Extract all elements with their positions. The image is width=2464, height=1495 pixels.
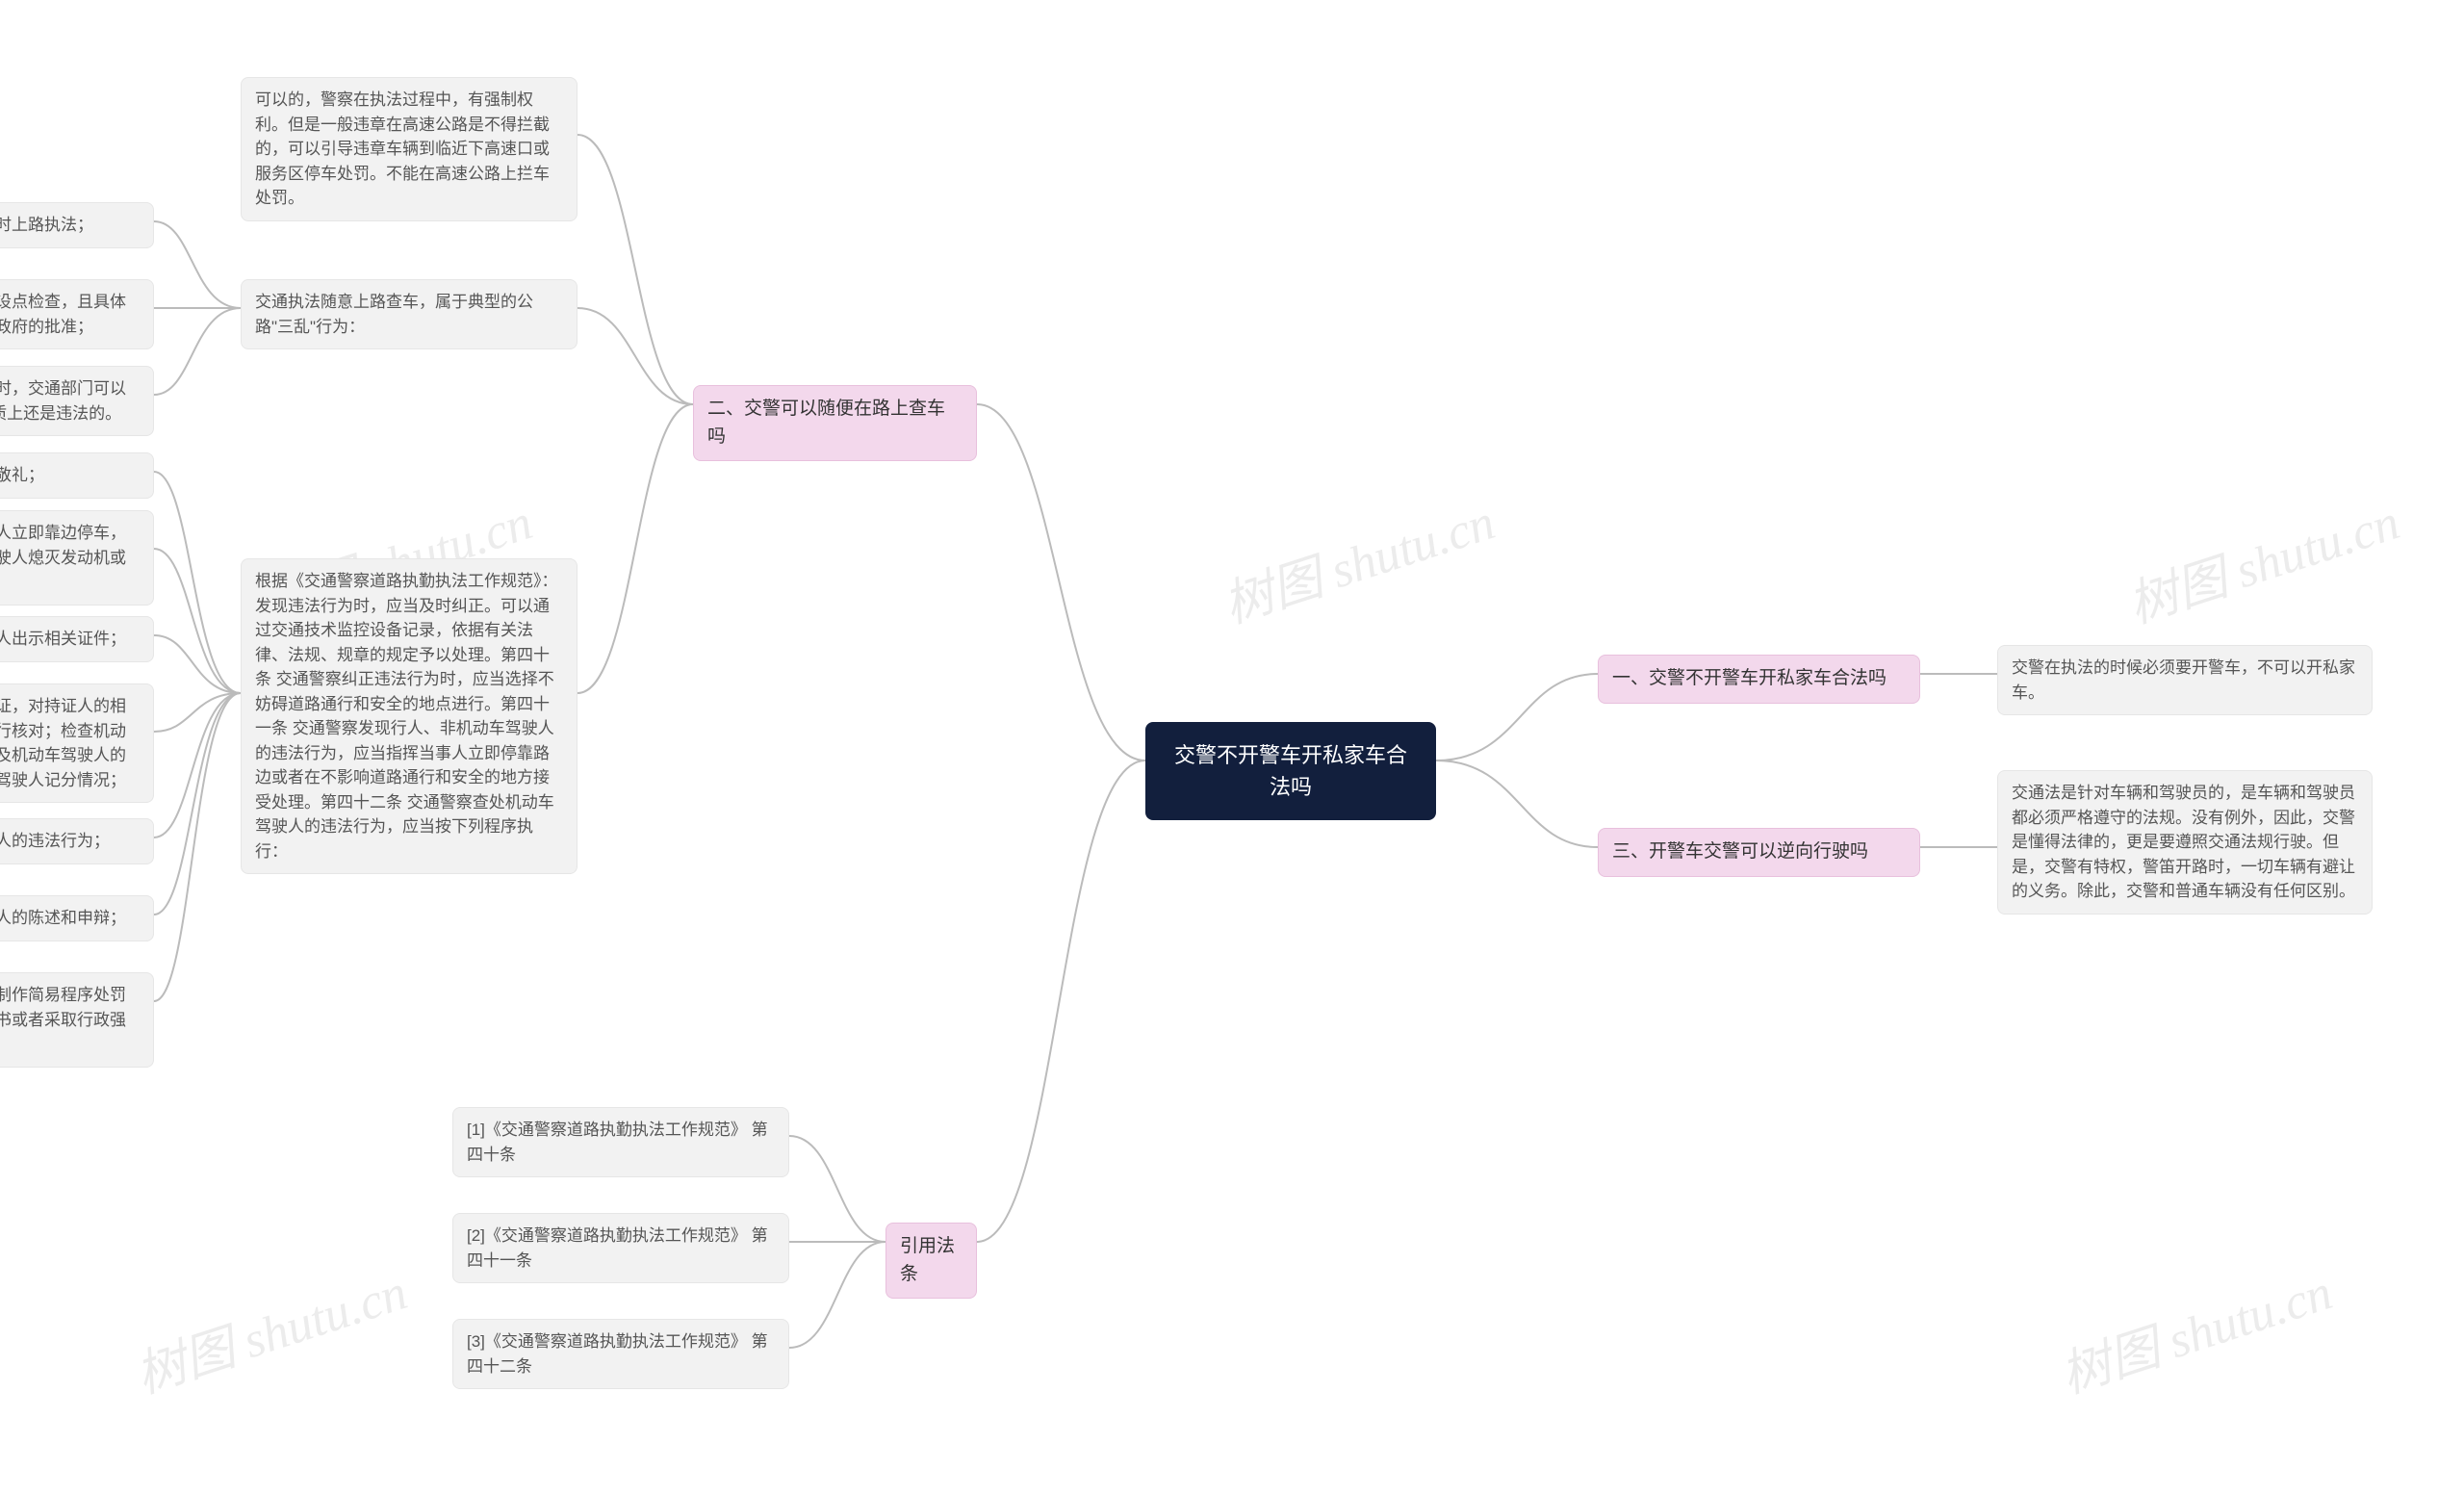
leaf-2-2: 交通执法随意上路查车，属于典型的公路"三乱"行为： bbox=[241, 279, 578, 349]
root-line1: 交警不开警车开私家车合 bbox=[1165, 739, 1417, 771]
leaf-2-3-4: （四）检查机动车驾驶证，对持证人的相貌与驾驶证上的照片进行核对；检查机动车行驶证… bbox=[0, 683, 154, 803]
watermark: 树图 shutu.cn bbox=[125, 1251, 415, 1406]
branch-4: 引用法条 bbox=[886, 1223, 977, 1299]
branch-3: 三、开警车交警可以逆向行驶吗 bbox=[1598, 828, 1920, 877]
leaf-2-3-7: （七）给予口头警告、制作简易程序处罚决定书、违法处理通知书或者采取行政强制措施。 bbox=[0, 972, 154, 1068]
leaf-2-3-2: （二）指挥机动车驾驶人立即靠边停车，可以视情要求机动车驾驶人熄灭发动机或者要求其… bbox=[0, 510, 154, 606]
leaf-2-3-3: （三）告知机动车驾驶人出示相关证件； bbox=[0, 616, 154, 662]
leaf-4-1: [1]《交通警察道路执勤执法工作规范》 第四十条 bbox=[452, 1107, 789, 1177]
root-node: 交警不开警车开私家车合 法吗 bbox=[1145, 722, 1436, 820]
leaf-2-2-1: （一）只有交警可以随时上路执法； bbox=[0, 202, 154, 248]
leaf-4-2: [2]《交通警察道路执勤执法工作规范》 第四十一条 bbox=[452, 1213, 789, 1283]
leaf-2-3-1: （一）向机动车驾驶人敬礼； bbox=[0, 452, 154, 499]
leaf-2-2-2: （二）交通稽查只能是设点检查，且具体的点，必须经省级人民政府的批准； bbox=[0, 279, 154, 349]
leaf-2-3: 根据《交通警察道路执勤执法工作规范》：发现违法行为时，应当及时纠正。可以通过交通… bbox=[241, 558, 578, 874]
leaf-2-1: 可以的，警察在执法过程中，有强制权利。但是一般违章在高速公路是不得拦截的，可以引… bbox=[241, 77, 578, 221]
root-line2: 法吗 bbox=[1165, 771, 1417, 803]
leaf-4-3: [3]《交通警察道路执勤执法工作规范》 第四十二条 bbox=[452, 1319, 789, 1389]
leaf-2-3-6: （六）听取机动车驾驶人的陈述和申辩； bbox=[0, 895, 154, 941]
watermark: 树图 shutu.cn bbox=[2118, 481, 2407, 636]
leaf-3-1: 交通法是针对车辆和驾驶员的，是车辆和驾驶员都必须严格遵守的法规。没有例外，因此，… bbox=[1997, 770, 2373, 915]
leaf-2-2-3: （三）与交警联合执法时，交通部门可以有"借口"上路执法，本质上还是违法的。 bbox=[0, 366, 154, 436]
branch-2: 二、交警可以随便在路上查车吗 bbox=[693, 385, 977, 461]
leaf-2-3-5: （五）指出机动车驾驶人的违法行为； bbox=[0, 818, 154, 864]
watermark: 树图 shutu.cn bbox=[2050, 1251, 2340, 1406]
leaf-1-1: 交警在执法的时候必须要开警车，不可以开私家车。 bbox=[1997, 645, 2373, 715]
branch-1: 一、交警不开警车开私家车合法吗 bbox=[1598, 655, 1920, 704]
watermark: 树图 shutu.cn bbox=[1213, 481, 1502, 636]
